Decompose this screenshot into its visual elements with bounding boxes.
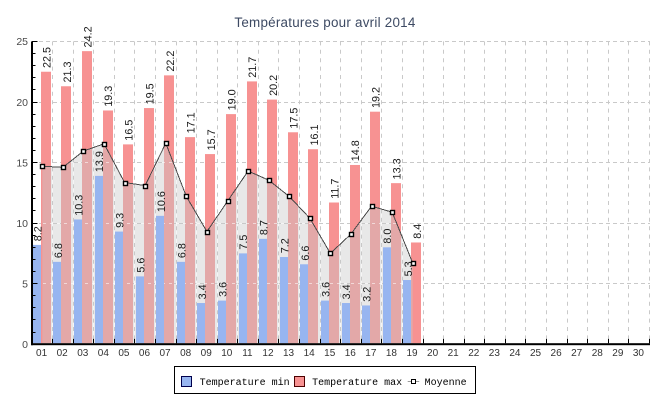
- svg-text:8.4: 8.4: [412, 224, 424, 239]
- svg-text:30: 30: [633, 348, 645, 359]
- svg-text:21.7: 21.7: [247, 57, 259, 78]
- svg-text:15: 15: [324, 348, 336, 359]
- svg-text:3.2: 3.2: [362, 287, 374, 302]
- svg-text:20: 20: [427, 348, 439, 359]
- svg-text:7.5: 7.5: [238, 235, 250, 250]
- svg-text:20.2: 20.2: [268, 75, 280, 96]
- svg-text:Temperature min: Temperature min: [200, 377, 290, 389]
- svg-text:11.7: 11.7: [330, 179, 342, 199]
- svg-text:10: 10: [221, 348, 233, 359]
- svg-text:Temperature max: Temperature max: [312, 378, 402, 389]
- svg-text:15.7: 15.7: [206, 129, 218, 150]
- svg-text:03: 03: [77, 348, 89, 359]
- svg-text:8.2: 8.2: [32, 226, 44, 241]
- svg-text:19: 19: [406, 348, 418, 359]
- svg-text:18: 18: [386, 348, 398, 359]
- svg-text:7.2: 7.2: [279, 238, 291, 253]
- svg-text:21.3: 21.3: [62, 62, 74, 83]
- svg-text:8.0: 8.0: [382, 229, 394, 244]
- svg-text:22.5: 22.5: [41, 47, 53, 68]
- svg-text:10.6: 10.6: [156, 191, 168, 212]
- svg-text:Moyenne: Moyenne: [425, 378, 467, 389]
- svg-text:14.8: 14.8: [350, 140, 362, 161]
- svg-text:13: 13: [283, 348, 295, 359]
- svg-text:02: 02: [57, 348, 69, 359]
- svg-text:5.6: 5.6: [135, 258, 147, 273]
- svg-text:8.7: 8.7: [259, 220, 271, 235]
- svg-text:24: 24: [509, 348, 521, 359]
- svg-text:6.6: 6.6: [300, 246, 312, 261]
- svg-text:16.5: 16.5: [124, 120, 136, 141]
- svg-text:29: 29: [612, 348, 624, 359]
- svg-text:3.4: 3.4: [197, 284, 209, 299]
- svg-text:25: 25: [530, 348, 542, 359]
- svg-text:19.3: 19.3: [103, 86, 115, 107]
- svg-text:19.2: 19.2: [371, 87, 383, 108]
- svg-text:23: 23: [489, 348, 501, 359]
- svg-text:17.5: 17.5: [288, 108, 300, 129]
- svg-text:3.4: 3.4: [341, 284, 353, 299]
- svg-text:9.3: 9.3: [115, 213, 127, 228]
- svg-text:17: 17: [365, 348, 377, 359]
- svg-text:26: 26: [551, 348, 563, 359]
- svg-text:22.2: 22.2: [165, 51, 177, 72]
- svg-text:05: 05: [118, 348, 130, 359]
- svg-text:10: 10: [16, 218, 28, 230]
- svg-text:14: 14: [304, 348, 316, 359]
- svg-text:10.3: 10.3: [74, 195, 86, 216]
- svg-text:5: 5: [22, 278, 28, 290]
- svg-text:3.6: 3.6: [320, 282, 332, 297]
- svg-text:6.8: 6.8: [53, 243, 65, 258]
- svg-text:3.6: 3.6: [218, 282, 230, 297]
- svg-text:04: 04: [98, 348, 110, 359]
- svg-text:01: 01: [36, 348, 48, 359]
- svg-text:25: 25: [16, 36, 28, 48]
- svg-text:21: 21: [448, 348, 460, 359]
- svg-text:07: 07: [160, 348, 172, 359]
- svg-text:16: 16: [345, 348, 357, 359]
- svg-text:08: 08: [180, 348, 192, 359]
- svg-text:13.3: 13.3: [391, 158, 403, 179]
- svg-text:19.5: 19.5: [144, 83, 156, 104]
- svg-text:17.1: 17.1: [185, 112, 197, 133]
- svg-text:27: 27: [571, 348, 583, 359]
- svg-text:24.2: 24.2: [83, 26, 95, 47]
- svg-text:15: 15: [16, 157, 28, 169]
- svg-text:16.1: 16.1: [309, 125, 321, 146]
- svg-text:06: 06: [139, 348, 151, 359]
- svg-text:09: 09: [201, 348, 213, 359]
- svg-text:Températures pour avril 2014: Températures pour avril 2014: [234, 15, 415, 30]
- svg-text:22: 22: [468, 348, 480, 359]
- svg-text:28: 28: [592, 348, 604, 359]
- svg-text:19.0: 19.0: [227, 89, 239, 110]
- svg-text:20: 20: [16, 97, 28, 109]
- svg-text:5.3: 5.3: [403, 261, 415, 276]
- svg-text:13.9: 13.9: [94, 151, 106, 172]
- svg-text:6.8: 6.8: [176, 243, 188, 258]
- svg-text:11: 11: [242, 348, 253, 359]
- svg-text:0: 0: [22, 339, 28, 351]
- svg-text:12: 12: [262, 348, 274, 359]
